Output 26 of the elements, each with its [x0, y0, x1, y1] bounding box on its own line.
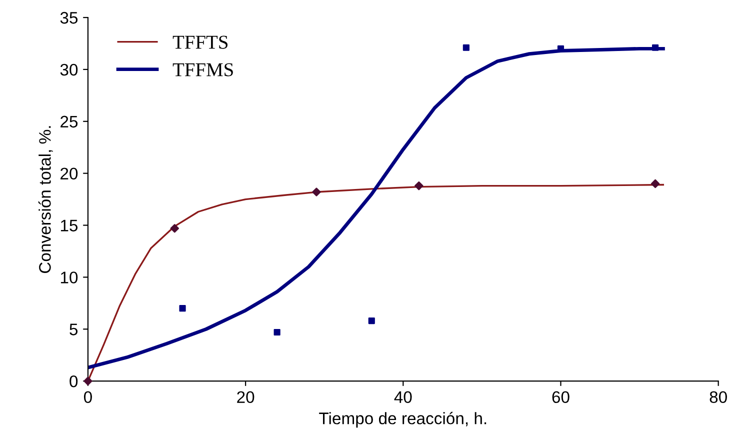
x-tick-label: 40: [394, 391, 412, 404]
point: [179, 305, 186, 312]
point: [170, 224, 180, 233]
y-tick-label: 35: [60, 12, 78, 24]
y-tick-label: 0: [70, 375, 78, 388]
point: [312, 188, 321, 196]
x-tick-label: 80: [710, 391, 727, 404]
legend-label: TFFTS: [172, 36, 228, 49]
x-tick-label: 0: [84, 391, 92, 404]
legend-label: TFFMS: [172, 63, 233, 76]
point: [650, 179, 660, 188]
y-tick-label: 20: [60, 168, 78, 180]
x-tick-label: 60: [552, 391, 570, 404]
y-tick-label: 10: [60, 272, 78, 284]
x-axis-title: Tiempo de reacción, h.: [319, 412, 486, 428]
y-axis-title: Conversión total, %.: [38, 126, 53, 274]
y-tick-label: 5: [70, 324, 78, 336]
point: [414, 181, 424, 190]
point: [368, 318, 375, 324]
point: [652, 44, 659, 51]
y-tick-label: 15: [60, 220, 78, 232]
y-tick-label: 30: [60, 64, 78, 76]
x-tick-label: 20: [237, 391, 254, 404]
point: [462, 44, 470, 51]
y-tick-label: 25: [60, 116, 78, 128]
point: [274, 328, 280, 336]
